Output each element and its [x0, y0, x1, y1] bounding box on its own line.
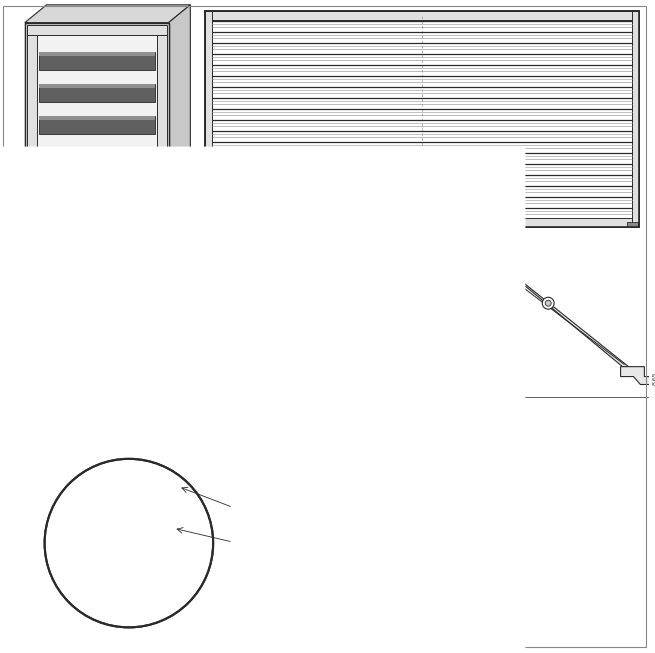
Text: 107.5: 107.5	[290, 370, 295, 383]
Text: 175: 175	[40, 332, 45, 342]
Circle shape	[75, 482, 81, 488]
Text: 45: 45	[45, 352, 50, 358]
Circle shape	[419, 310, 430, 322]
PathPatch shape	[0, 146, 525, 653]
Text: 20: 20	[329, 307, 338, 313]
Bar	[205, 10, 639, 20]
Bar	[39, 52, 155, 56]
Circle shape	[170, 596, 176, 601]
Text: BLADE SUPPORT EXTRUDED ALUM.: BLADE SUPPORT EXTRUDED ALUM.	[166, 334, 269, 340]
Bar	[58, 308, 95, 402]
Polygon shape	[77, 539, 176, 559]
Bar	[278, 318, 286, 417]
Polygon shape	[334, 366, 360, 387]
Bar	[189, 464, 202, 622]
Circle shape	[170, 573, 176, 579]
Circle shape	[75, 550, 81, 556]
Circle shape	[170, 505, 176, 511]
Text: PRECAST PANEL: PRECAST PANEL	[58, 418, 105, 422]
Polygon shape	[77, 471, 176, 490]
Circle shape	[421, 313, 427, 319]
Polygon shape	[276, 362, 293, 377]
Bar	[633, 10, 639, 227]
Circle shape	[305, 426, 320, 442]
Bar	[205, 218, 639, 227]
Text: PLAN DETAIL: PLAN DETAIL	[124, 411, 173, 421]
Bar	[27, 25, 166, 35]
Bar	[174, 464, 183, 622]
Text: 12.35: 12.35	[325, 368, 330, 385]
Text: [ 1000 ]: [ 1000 ]	[50, 274, 74, 279]
Text: 3: 3	[310, 431, 314, 437]
Text: DETAIL H: DETAIL H	[8, 635, 48, 644]
Circle shape	[75, 573, 81, 579]
Text: BLADE SUPPORT EA CHEVRON
ALUM. EXTRUSION: BLADE SUPPORT EA CHEVRON ALUM. EXTRUSION	[235, 494, 350, 513]
Circle shape	[542, 297, 554, 309]
Bar	[39, 116, 155, 134]
Polygon shape	[25, 23, 168, 191]
Bar	[39, 52, 155, 71]
Bar	[58, 394, 105, 406]
Bar	[39, 84, 155, 88]
Text: M: M	[12, 245, 18, 251]
Polygon shape	[25, 173, 191, 191]
Circle shape	[75, 505, 81, 511]
Bar	[205, 10, 639, 227]
Text: TEX SCREW 4X6/S
FIX MULLION TO STRUCTURAL: TEX SCREW 4X6/S FIX MULLION TO STRUCTURA…	[166, 310, 255, 321]
Circle shape	[7, 240, 23, 255]
Bar	[95, 328, 103, 353]
Circle shape	[75, 527, 81, 534]
Circle shape	[75, 596, 81, 601]
Polygon shape	[168, 5, 191, 191]
Bar	[206, 222, 218, 227]
Bar	[205, 10, 212, 227]
Bar	[39, 148, 155, 151]
Bar	[276, 313, 290, 422]
Circle shape	[45, 459, 213, 628]
Bar	[103, 352, 276, 362]
Bar	[50, 464, 64, 622]
Bar	[157, 35, 166, 180]
Polygon shape	[77, 494, 176, 513]
Text: EA FCEL LOUVRE BLADE
ALUM. EXTRUSION: EA FCEL LOUVRE BLADE ALUM. EXTRUSION	[235, 528, 327, 548]
Text: 240: 240	[187, 404, 198, 409]
Polygon shape	[77, 562, 176, 582]
Circle shape	[170, 550, 176, 556]
Polygon shape	[474, 251, 502, 266]
Bar	[68, 464, 77, 622]
Polygon shape	[77, 584, 176, 605]
Bar	[627, 222, 639, 227]
Bar	[39, 116, 155, 119]
Bar	[39, 84, 155, 102]
Polygon shape	[352, 253, 490, 366]
Text: 20: 20	[305, 351, 310, 359]
Bar	[278, 293, 290, 313]
Bar	[27, 180, 166, 189]
Polygon shape	[25, 5, 191, 23]
Text: R0.2: R0.2	[342, 409, 362, 419]
Bar	[27, 35, 37, 180]
Polygon shape	[620, 366, 650, 385]
Polygon shape	[347, 245, 364, 257]
Circle shape	[170, 527, 176, 534]
Circle shape	[170, 482, 176, 488]
Text: 94: 94	[488, 404, 496, 409]
Bar	[39, 148, 155, 165]
Circle shape	[545, 300, 552, 306]
Polygon shape	[486, 253, 629, 366]
Polygon shape	[77, 517, 176, 536]
Bar	[95, 353, 100, 362]
Text: 8.65: 8.65	[652, 372, 655, 385]
Bar	[205, 10, 639, 227]
Bar	[103, 318, 290, 352]
